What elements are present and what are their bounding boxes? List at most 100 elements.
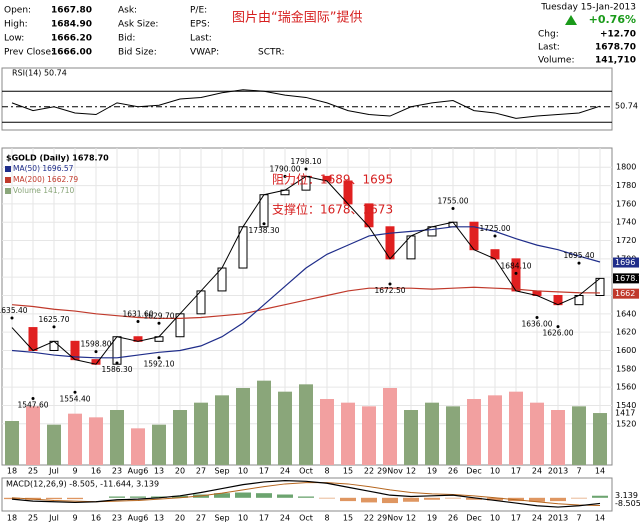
y-tick-label: 1560 xyxy=(616,383,636,392)
x-tick-label: 10 xyxy=(238,514,248,523)
x-tick-label: 13 xyxy=(154,467,164,476)
annotation: 1635.40 xyxy=(0,306,28,315)
x-tick-label: 15 xyxy=(343,514,353,523)
field-value: 1678.70 xyxy=(595,43,636,53)
volume-bar xyxy=(509,391,523,465)
x-tick-label: 20 xyxy=(175,514,185,523)
x-tick-label: 26 xyxy=(448,467,458,476)
field-value: +12.70 xyxy=(600,30,636,40)
value-tag-label: 1696 xyxy=(615,258,635,267)
volume-bar xyxy=(467,399,481,465)
value-tag-label: 50.74 xyxy=(615,102,638,111)
field-label: Prev Close: xyxy=(4,48,54,58)
field-label: High: xyxy=(4,20,28,30)
value-tag xyxy=(613,101,639,112)
histogram-bar xyxy=(235,492,251,498)
value-tag xyxy=(613,498,639,509)
x-tick-label: 29Nov xyxy=(377,514,403,523)
y-tick-label: 1620 xyxy=(616,328,636,337)
value-tag xyxy=(613,490,639,501)
x-tick-label: 7 xyxy=(576,467,581,476)
x-tick-label: 24 xyxy=(532,514,542,523)
y-tick-label: 1600 xyxy=(616,346,636,355)
volume-bar xyxy=(215,395,229,465)
x-tick-label: 23 xyxy=(112,467,122,476)
x-tick-label: 13 xyxy=(154,514,164,523)
annotation-point xyxy=(388,282,392,286)
ma50-line xyxy=(11,226,601,359)
field-label: Chg: xyxy=(538,30,559,40)
annotation: 1586.30 xyxy=(101,365,132,374)
histogram-bar xyxy=(445,497,461,499)
x-tick-label: 17 xyxy=(259,514,269,523)
volume-bar xyxy=(383,388,397,465)
volume-bar xyxy=(68,413,82,465)
annotation: 1598.80 xyxy=(80,340,111,349)
note: 阻力位：1689、1695 xyxy=(272,172,393,187)
x-tick-label: 10 xyxy=(490,467,500,476)
note: 支撑位：1678、1673 xyxy=(272,202,393,217)
chart-title: $GOLD (Daily) 1678.70 xyxy=(6,154,109,163)
y-tick-label: 1780 xyxy=(616,181,636,190)
x-tick-label: 10 xyxy=(238,467,248,476)
value-tag xyxy=(613,257,639,268)
y-tick-label: 1520 xyxy=(616,419,636,428)
x-tick-label: 22 xyxy=(364,467,374,476)
field-label: SCTR: xyxy=(258,48,285,58)
macd-line xyxy=(11,480,601,508)
histogram-bar xyxy=(550,497,566,502)
x-tick-label: 20 xyxy=(175,467,185,476)
annotation: 1695.40 xyxy=(563,251,594,260)
legend-swatch xyxy=(5,188,11,194)
histogram-bar xyxy=(571,497,587,499)
x-tick-label: Dec xyxy=(466,467,481,476)
x-tick-label: 24 xyxy=(280,467,290,476)
annotation-point xyxy=(577,261,581,265)
field-label: Ask Size: xyxy=(118,20,158,30)
volume-bar xyxy=(5,421,19,465)
annotation-point xyxy=(556,325,560,329)
annotation-point xyxy=(115,361,119,365)
field-label: EPS: xyxy=(190,20,210,30)
volume-bar xyxy=(299,384,313,465)
x-tick-label: 2013 xyxy=(548,467,568,476)
annotation: 1629.70 xyxy=(143,311,174,320)
x-tick-label: 23 xyxy=(112,514,122,523)
volume-bar xyxy=(530,402,544,465)
value-tag-label: 1662 xyxy=(615,289,635,298)
x-tick-label: 24 xyxy=(532,467,542,476)
annotation-point xyxy=(451,206,455,210)
histogram-bar xyxy=(256,493,272,498)
x-tick-label: Dec xyxy=(466,514,481,523)
volume-bar xyxy=(278,391,292,465)
histogram-bar xyxy=(424,497,440,500)
volume-bar xyxy=(425,402,439,465)
volume-bar xyxy=(131,428,145,465)
histogram-bar xyxy=(340,497,356,502)
x-tick-label: 16 xyxy=(91,467,101,476)
y-tick-label: 1580 xyxy=(616,364,636,373)
y-tick-label: 1720 xyxy=(616,236,636,245)
annotation: 1725.00 xyxy=(479,224,510,233)
histogram-bar xyxy=(592,495,608,498)
volume-bar xyxy=(47,424,61,465)
annotation-point xyxy=(10,316,14,320)
field-value: 1667.80 xyxy=(51,6,92,16)
x-tick-label: 8 xyxy=(324,514,329,523)
x-tick-label: 25 xyxy=(28,467,38,476)
x-tick-label: 10 xyxy=(490,514,500,523)
histogram-bar xyxy=(4,497,20,500)
volume-bar xyxy=(89,417,103,465)
annotation-point xyxy=(262,222,266,226)
x-tick-label: 25 xyxy=(28,514,38,523)
volume-bar xyxy=(257,380,271,465)
volume-bar xyxy=(110,410,124,465)
annotation: 1798.10 xyxy=(290,157,321,166)
x-tick-label: Sep xyxy=(214,467,229,476)
value-tag xyxy=(613,288,639,299)
value-tag-label: 1678.7 xyxy=(615,274,640,283)
x-tick-label: Sep xyxy=(214,514,229,523)
annotation-point xyxy=(31,396,35,400)
volume-bar xyxy=(341,402,355,465)
